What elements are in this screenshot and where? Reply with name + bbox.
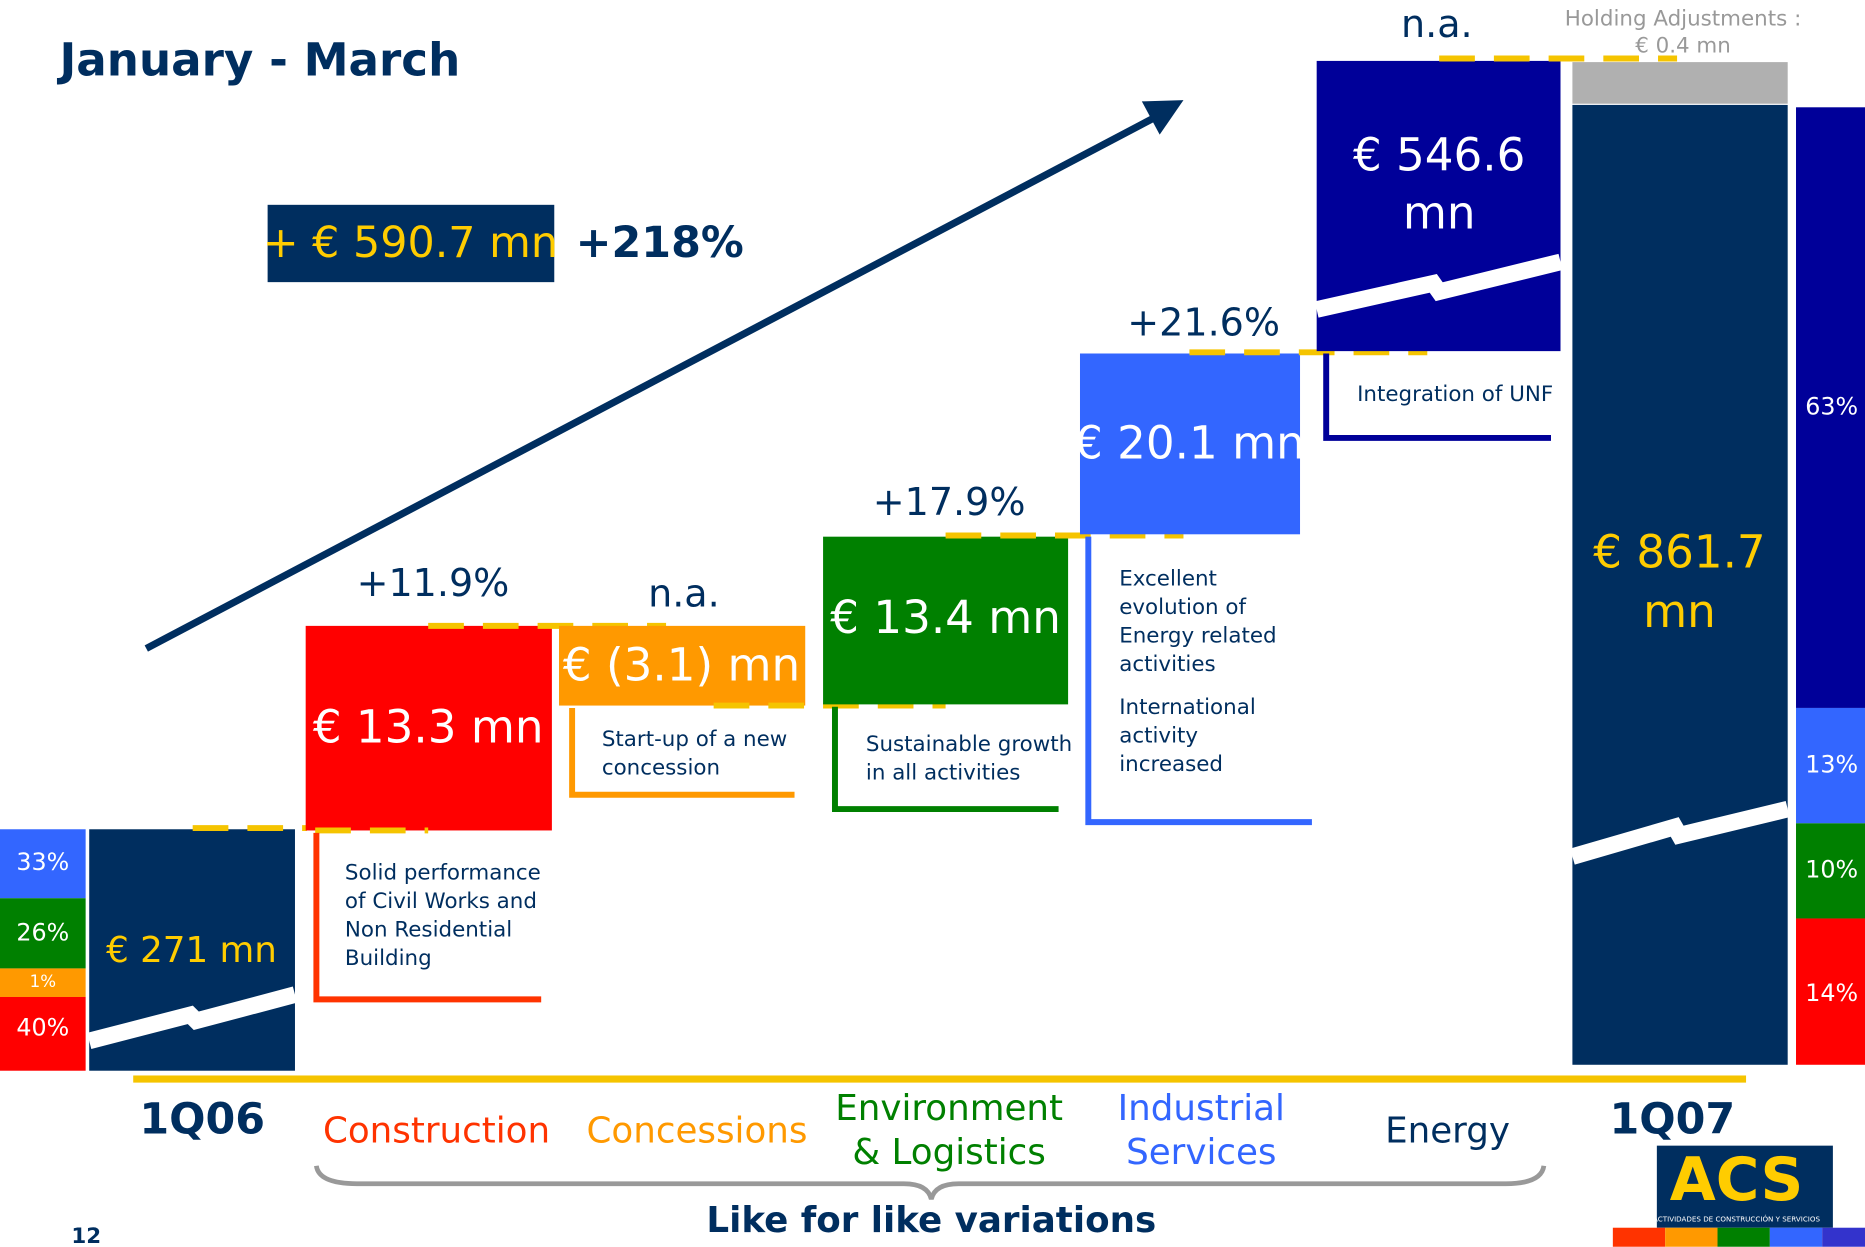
logo-strip <box>1612 1227 1666 1247</box>
bar-value: € 13.3 mn <box>313 701 544 754</box>
holding-bar <box>1572 62 1788 104</box>
note: Integration of UNF <box>1357 382 1553 407</box>
logo-strip <box>1822 1227 1865 1247</box>
brace <box>314 1165 1547 1200</box>
note: of Civil Works and <box>345 889 537 914</box>
segment <box>1796 918 1865 1065</box>
note: Non Residential <box>345 917 512 942</box>
segment <box>0 996 86 1071</box>
segment <box>0 968 86 997</box>
note-bracket <box>1085 536 1312 826</box>
note: Start-up of a new <box>602 727 787 752</box>
total-percent: +218% <box>576 218 744 268</box>
note-bracket <box>313 832 542 1003</box>
note: activities <box>1119 652 1215 677</box>
footer: Like for like variations <box>706 1200 1156 1241</box>
holding-label: € 0.4 mn <box>1635 34 1731 59</box>
note: Solid performance <box>345 860 541 885</box>
bar-value: € 20.1 mn <box>1074 416 1305 469</box>
title: January - March <box>56 33 460 86</box>
category: 1Q06 <box>139 1094 265 1144</box>
note: in all activities <box>866 760 1021 785</box>
note-bracket <box>569 707 795 798</box>
segment <box>0 898 86 969</box>
category: Services <box>1126 1132 1276 1173</box>
bar <box>1079 353 1301 535</box>
arrow-head <box>1141 100 1184 135</box>
segment <box>1796 823 1865 919</box>
bar <box>559 625 806 706</box>
category: Construction <box>323 1111 550 1152</box>
note-bracket <box>1323 353 1551 441</box>
bar-break <box>1570 800 1790 865</box>
bar-value: € 546.6 <box>1353 128 1525 181</box>
baseline <box>133 1075 1747 1083</box>
change: +11.9% <box>357 561 510 605</box>
note-bracket <box>831 706 1059 813</box>
category: Energy <box>1385 1111 1510 1152</box>
bar-break <box>87 986 298 1050</box>
note: concession <box>602 756 720 781</box>
total-change: + € 590.7 mn <box>263 218 558 268</box>
bar-value: mn <box>1403 187 1476 240</box>
total-box <box>267 204 555 283</box>
category: & Logistics <box>852 1132 1045 1173</box>
note: activity <box>1119 723 1198 748</box>
bar <box>305 625 552 831</box>
holding-label: Holding Adjustments : <box>1565 6 1802 31</box>
logo-text: ACS <box>1670 1146 1804 1215</box>
bar-value: € 271 mn <box>106 930 277 971</box>
segment-label: 33% <box>16 848 69 876</box>
bar-value: € (3.1) mn <box>563 639 800 692</box>
segment-label: 63% <box>1805 393 1858 421</box>
segment-label: 10% <box>1805 855 1858 883</box>
change: n.a. <box>648 572 720 616</box>
note: increased <box>1119 752 1223 777</box>
logo-strip <box>1665 1227 1718 1247</box>
note: Energy related <box>1119 624 1276 649</box>
logo-strip <box>1717 1227 1770 1247</box>
segment-label: 14% <box>1805 979 1858 1007</box>
segment <box>0 829 86 899</box>
change: +21.6% <box>1127 300 1280 344</box>
note: Sustainable growth <box>866 732 1072 757</box>
logo-subtitle: ACTIVIDADES DE CONSTRUCCIÓN Y SERVICIOS <box>1653 1214 1820 1223</box>
segment-label: 26% <box>16 918 69 946</box>
bar-value: mn <box>1643 585 1716 638</box>
segment <box>1796 707 1865 824</box>
logo-strip <box>1769 1227 1823 1247</box>
trend-arrow <box>144 113 1158 652</box>
note: Building <box>345 946 432 971</box>
page-number: 12 <box>71 1224 101 1247</box>
note: Excellent <box>1119 566 1217 591</box>
change: n.a. <box>1401 2 1473 46</box>
category: Environment <box>835 1088 1063 1129</box>
bar <box>823 536 1069 705</box>
bar-value: € 13.4 mn <box>830 591 1061 644</box>
segment <box>1796 107 1865 708</box>
segment-label: 13% <box>1805 751 1858 779</box>
bar-value: € 861.7 <box>1593 526 1765 579</box>
category: Industrial <box>1118 1088 1285 1129</box>
category: 1Q07 <box>1609 1094 1735 1144</box>
note: International <box>1119 695 1256 720</box>
segment-label: 40% <box>16 1014 69 1042</box>
category: Concessions <box>586 1111 807 1152</box>
segment-label: 1% <box>30 972 56 991</box>
bar <box>1572 104 1788 1065</box>
bar-break <box>1314 253 1563 318</box>
note: evolution of <box>1119 595 1246 620</box>
logo <box>1656 1145 1833 1228</box>
change: +17.9% <box>873 480 1026 524</box>
